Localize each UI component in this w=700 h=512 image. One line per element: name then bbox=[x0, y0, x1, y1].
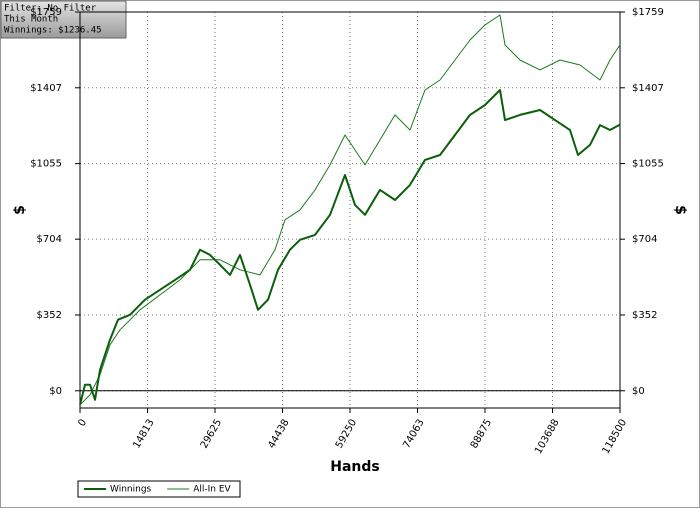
legend-label: All-In EV bbox=[193, 485, 231, 495]
series-line bbox=[79, 14, 621, 406]
plot-border bbox=[79, 11, 621, 409]
y2-tick-label: $352 bbox=[632, 310, 657, 321]
y2-tick-label: $704 bbox=[632, 234, 657, 245]
y-axis-label: $ bbox=[12, 205, 28, 215]
y-tick-label: $0 bbox=[49, 386, 62, 397]
legend-label: Winnings bbox=[110, 485, 152, 495]
y2-axis-label: $ bbox=[672, 205, 688, 215]
y2-tick-label: $1407 bbox=[632, 83, 664, 94]
info-box bbox=[0, 0, 127, 39]
info-text: Winnings: $1236.45 bbox=[4, 26, 102, 36]
y2-tick-label: $1759 bbox=[632, 7, 664, 18]
info-text: Filter: No Filter bbox=[4, 4, 97, 14]
y-tick-label: $1759 bbox=[30, 7, 62, 18]
info-text: This Month bbox=[4, 15, 58, 25]
x-axis-label: Hands bbox=[330, 459, 380, 475]
y2-tick-label: $0 bbox=[632, 386, 645, 397]
x-tick-label: 0 bbox=[76, 418, 89, 429]
y-tick-label: $1055 bbox=[30, 159, 62, 170]
y-tick-label: $704 bbox=[37, 234, 62, 245]
y-tick-label: $1407 bbox=[30, 83, 62, 94]
y-tick-label: $352 bbox=[37, 310, 62, 321]
legend-box bbox=[77, 480, 241, 498]
series-line bbox=[79, 89, 621, 406]
y2-tick-label: $1055 bbox=[632, 159, 664, 170]
